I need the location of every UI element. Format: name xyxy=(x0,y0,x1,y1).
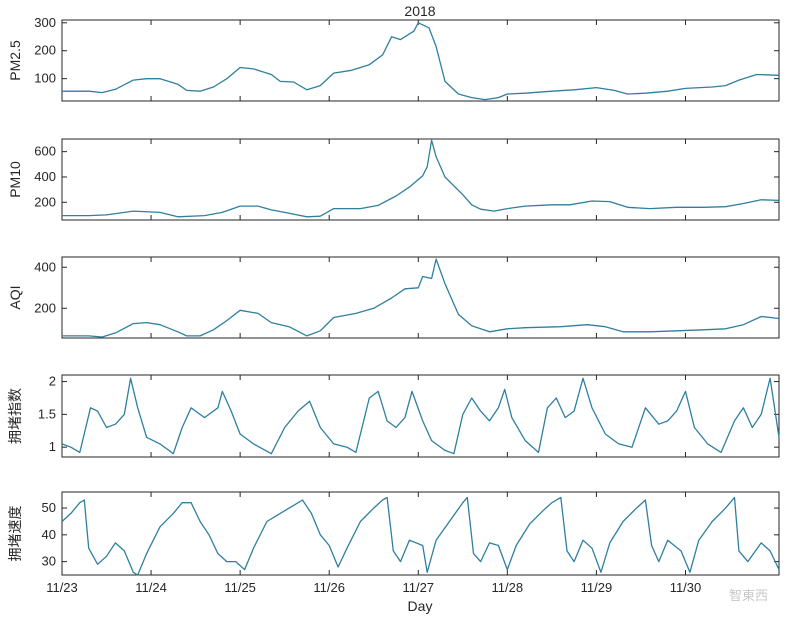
x-tick-label: 11/28 xyxy=(492,580,524,595)
y-tick-label: 300 xyxy=(34,15,56,30)
y-axis-label: PM2.5 xyxy=(7,40,23,81)
series-line xyxy=(62,139,780,218)
y-tick-label: 200 xyxy=(34,194,56,209)
x-tick-label: 11/24 xyxy=(135,580,167,595)
panel-frame xyxy=(61,19,780,102)
panel-frame xyxy=(61,138,780,221)
y-axis-label: AQI xyxy=(7,285,23,309)
panel-2: 200 400 600 PM10 xyxy=(7,138,780,221)
x-tick-label: 11/23 xyxy=(46,580,78,595)
y-tick-label: 400 xyxy=(34,259,56,274)
y-tick-label: 200 xyxy=(34,300,56,315)
x-tick-label: 11/30 xyxy=(670,580,702,595)
y-tick-label: 2 xyxy=(49,374,56,389)
panel-1: 100 200 300 PM2.5 xyxy=(7,15,780,102)
y-axis-label: 拥堵速度 xyxy=(7,506,23,562)
x-tick-label: 11/27 xyxy=(402,580,434,595)
series-line xyxy=(61,377,780,455)
panel-4: 1 1.5 2 拥堵指数 xyxy=(7,374,780,458)
x-tick-labels: 11/23 11/24 11/25 11/26 11/27 11/28 11/29 11/30 xyxy=(46,580,701,595)
y-tick-label: 600 xyxy=(34,144,56,159)
y-tick-label: 1.5 xyxy=(38,406,56,421)
y-tick-label: 400 xyxy=(34,169,56,184)
x-tick-label: 11/25 xyxy=(224,580,256,595)
x-tick-label: 11/29 xyxy=(581,580,613,595)
panel-5: 30 40 50 拥堵速度 xyxy=(7,491,780,576)
series-line xyxy=(62,22,780,101)
y-tick-label: 30 xyxy=(42,554,56,569)
y-tick-label: 100 xyxy=(34,71,56,86)
x-axis-label: Day xyxy=(408,598,433,614)
panel-frame xyxy=(61,491,780,576)
y-tick-label: 50 xyxy=(42,500,56,515)
panel-3: 200 400 AQI xyxy=(7,256,780,339)
chart-title: 2018 xyxy=(404,3,435,19)
y-tick-label: 40 xyxy=(42,527,56,542)
y-tick-label: 200 xyxy=(34,43,56,58)
panel-frame xyxy=(61,256,780,339)
y-tick-label: 1 xyxy=(49,439,56,454)
chart-panels: 100 200 300 PM2.5 200 400 600 PM10 200 400 AQI 1 1.5… xyxy=(7,15,780,576)
panel-frame xyxy=(61,374,780,458)
watermark: 智東西 xyxy=(729,588,768,603)
y-axis-label: 拥堵指数 xyxy=(7,388,23,444)
x-tick-label: 11/26 xyxy=(313,580,345,595)
series-line xyxy=(61,496,780,576)
series-line xyxy=(62,258,780,338)
y-axis-label: PM10 xyxy=(7,161,23,198)
